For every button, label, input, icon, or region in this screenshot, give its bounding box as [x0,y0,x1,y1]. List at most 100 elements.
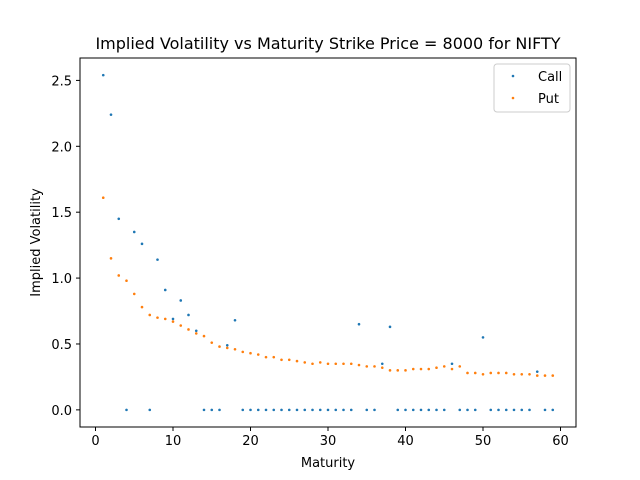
call-point [109,113,113,116]
y-tick-label: 0.0 [51,404,72,419]
put-point [458,365,462,368]
call-point [466,408,469,412]
call-point [543,408,547,412]
call-point [512,408,516,412]
put-point [551,374,555,377]
put-point [334,362,338,366]
call-point [528,408,531,412]
call-point [357,322,361,326]
call-point [156,258,159,261]
put-point [140,305,144,309]
put-point [280,358,283,362]
put-point [101,196,105,199]
put-point [504,371,508,375]
put-point [535,374,539,377]
put-point [210,341,214,344]
call-point [442,408,446,412]
put-point [528,372,531,376]
call-point [225,343,229,347]
call-point [194,329,198,333]
call-point [349,408,353,412]
call-point [342,408,345,412]
put-point [272,355,276,359]
call-point [481,336,485,339]
call-point [272,408,276,412]
put-point [202,334,206,338]
call-point [101,73,105,77]
call-point [303,408,307,412]
y-tick-label: 1.0 [51,272,72,287]
put-point [326,362,330,366]
x-tick-label: 60 [552,434,569,449]
x-tick-label: 20 [242,434,259,449]
put-point [125,279,128,283]
put-point [473,371,477,375]
x-tick-label: 50 [475,434,492,449]
series-call [101,73,555,412]
call-point [264,408,268,412]
call-point [125,408,128,412]
call-point [132,230,136,234]
y-tick-label: 0.5 [51,338,72,353]
call-point [117,217,121,221]
call-point [435,408,438,412]
call-point [148,408,152,412]
call-point [497,408,500,412]
call-point [427,408,431,412]
call-point [202,408,206,412]
call-point [535,370,539,373]
call-point [473,408,477,412]
put-point [311,362,314,366]
call-point [404,408,407,412]
put-point [404,369,407,372]
put-point [148,313,152,317]
call-point [280,408,283,412]
y-tick-label: 1.5 [51,206,72,221]
put-point [373,365,376,368]
call-point [365,408,369,412]
data-points [101,73,555,412]
put-point [365,365,369,368]
y-axis-label: Implied Volatility [29,188,44,297]
call-point [318,408,322,412]
call-point [311,408,314,412]
call-point [520,408,524,412]
x-tick-label: 30 [320,434,337,449]
put-point [481,372,485,376]
put-point [163,317,167,321]
call-point [287,408,291,412]
call-point [388,325,392,329]
legend-marker-put [511,96,515,100]
put-point [132,292,136,296]
call-point [334,408,338,412]
y-tick-label: 2.0 [51,140,72,155]
call-point [380,362,384,366]
call-point [241,408,245,412]
put-point [241,350,245,354]
x-axis-label: Maturity [301,456,356,471]
chart-title: Implied Volatility vs Maturity Strike Pr… [95,34,560,53]
axis-ticks: 0 10 20 30 40 50 60 0.0 0.5 1.0 1.5 2.0 2.5 [51,74,568,449]
x-tick-label: 40 [397,434,414,449]
put-point [388,369,392,372]
call-point [140,242,144,246]
call-point [419,408,423,412]
put-point [117,274,121,277]
x-tick-label: 10 [165,434,182,449]
put-point [109,257,113,260]
put-point [380,366,384,369]
call-point [218,408,221,412]
put-point [187,328,190,331]
put-point [396,369,400,372]
put-point [249,351,252,355]
put-point [218,345,221,348]
put-point [427,367,431,371]
put-point [497,371,500,375]
legend-label-put: Put [538,92,559,107]
put-point [342,362,345,366]
put-point [225,346,229,350]
put-point [287,358,291,362]
put-point [156,316,159,319]
put-point [171,320,175,323]
call-point [396,408,400,412]
